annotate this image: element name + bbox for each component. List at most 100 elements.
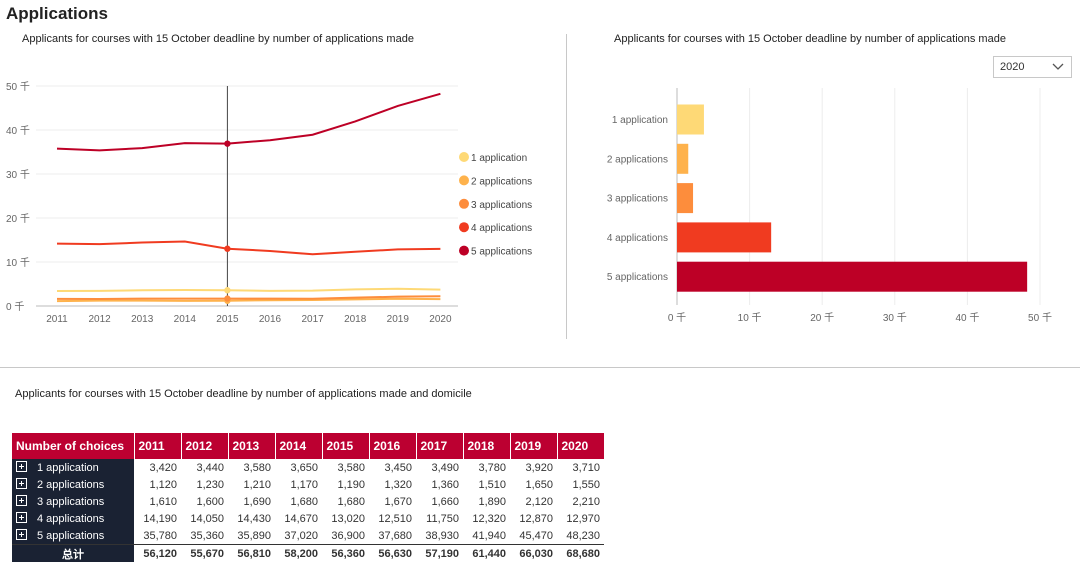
highlight-point[interactable] — [224, 245, 231, 252]
y-tick-label: 10 千 — [6, 257, 30, 269]
legend-swatch — [459, 175, 469, 186]
x-tick-label: 2013 — [131, 314, 154, 325]
year-dropdown[interactable]: 2020 — [993, 56, 1072, 78]
highlight-point[interactable] — [224, 140, 231, 147]
header-year[interactable]: 2020 — [557, 433, 605, 459]
legend-swatch — [459, 152, 469, 162]
total-row: 总计 56,120 55,670 56,810 58,200 56,360 56,630 57… — [12, 544, 604, 562]
legend-label: 2 applications — [471, 176, 532, 187]
y-tick-label: 20 千 — [6, 213, 30, 225]
x-tick-label: 2012 — [88, 314, 111, 325]
series-line[interactable] — [56, 92, 441, 152]
header-year[interactable]: 2017 — [416, 433, 464, 459]
row-label-text: 4 applications — [37, 513, 105, 525]
series-line[interactable] — [56, 240, 441, 256]
table-cell: 13,020 — [331, 512, 365, 525]
table-cell: 1,650 — [525, 478, 553, 491]
table-title: Applicants for courses with 15 October d… — [15, 388, 472, 400]
table-cell: 1,890 — [478, 495, 506, 508]
expand-icon[interactable] — [16, 512, 27, 523]
table-cell: 56,810 — [228, 544, 275, 562]
legend-label: 3 applications — [471, 200, 532, 211]
horizontal-divider — [0, 367, 1080, 368]
row-label[interactable]: 4 applications — [12, 510, 134, 527]
table-cell: 3,440 — [196, 461, 224, 474]
highlight-point[interactable] — [224, 287, 231, 294]
table-cell: 14,050 — [190, 512, 224, 525]
x-tick-label: 20 千 — [810, 312, 834, 324]
line-chart-title: Applicants for courses with 15 October d… — [22, 33, 414, 45]
legend-swatch — [459, 222, 469, 233]
x-tick-label: 40 千 — [955, 312, 979, 324]
highlight-point[interactable] — [224, 295, 231, 302]
y-tick-label: 50 千 — [6, 81, 30, 93]
table-row: 1 application 3,420 3,440 3,580 3,650 3,580 3,… — [12, 459, 604, 476]
table-cell: 12,320 — [472, 512, 506, 525]
bar[interactable] — [677, 183, 694, 214]
x-tick-label: 50 千 — [1028, 312, 1052, 324]
x-tick-label: 2017 — [301, 314, 324, 325]
y-category-label: 4 applications — [607, 233, 668, 244]
bar-chart[interactable]: 0 千 10 千 20 千 30 千 40 千 50 千 1 application 2 ap… — [0, 0, 1080, 340]
table-cell: 61,440 — [463, 544, 510, 562]
legend-swatch — [459, 198, 469, 209]
data-table: Number of choices 2011 2012 2013 2014 2015 201… — [12, 433, 605, 562]
table-cell: 1,510 — [478, 478, 506, 491]
x-tick-label: 30 千 — [883, 312, 907, 324]
row-label[interactable]: 2 applications — [12, 476, 134, 493]
header-year[interactable]: 2013 — [228, 433, 276, 459]
row-label[interactable]: 1 application — [12, 459, 134, 476]
expand-icon[interactable] — [16, 529, 27, 540]
table-cell: 2,210 — [572, 495, 600, 508]
legend-label: 5 applications — [471, 247, 532, 258]
header-year[interactable]: 2012 — [181, 433, 229, 459]
table-cell: 11,750 — [426, 512, 459, 525]
header-number-of-choices[interactable]: Number of choices — [12, 433, 135, 459]
header-year[interactable]: 2011 — [134, 433, 182, 459]
series-line[interactable] — [56, 287, 441, 292]
table-cell: 12,970 — [566, 512, 600, 525]
expand-icon[interactable] — [16, 461, 27, 472]
legend-swatch — [459, 245, 469, 256]
line-chart[interactable]: 0 千 10 千 20 千 30 千 40 千 50 千 2011 2012 2013 2014 2… — [0, 0, 560, 340]
expand-icon[interactable] — [16, 478, 27, 489]
table-cell: 56,360 — [322, 544, 369, 562]
expand-icon[interactable] — [16, 495, 27, 506]
x-tick-label: 2020 — [429, 314, 452, 325]
table-cell: 3,580 — [337, 461, 365, 474]
table-cell: 3,650 — [290, 461, 318, 474]
vertical-divider — [566, 34, 567, 339]
table-cell: 14,190 — [143, 512, 177, 525]
series-line[interactable] — [56, 297, 441, 303]
bar[interactable] — [677, 143, 689, 174]
table-cell: 1,690 — [243, 495, 271, 508]
header-year[interactable]: 2014 — [275, 433, 323, 459]
table-cell: 56,120 — [134, 544, 181, 562]
y-tick-label: 0 千 — [6, 301, 24, 313]
table-cell: 1,680 — [290, 495, 318, 508]
legend-label: 1 application — [471, 153, 527, 164]
table-cell: 14,670 — [284, 512, 318, 525]
bar[interactable] — [677, 222, 772, 253]
table-cell: 37,680 — [378, 529, 412, 542]
bar[interactable] — [677, 104, 704, 135]
header-year[interactable]: 2016 — [369, 433, 417, 459]
table-cell: 68,680 — [557, 544, 604, 562]
row-label[interactable]: 3 applications — [12, 493, 134, 510]
header-year[interactable]: 2019 — [510, 433, 558, 459]
header-year[interactable]: 2015 — [322, 433, 370, 459]
table-cell: 3,920 — [525, 461, 553, 474]
header-year[interactable]: 2018 — [463, 433, 511, 459]
x-tick-label: 10 千 — [738, 312, 762, 324]
bar[interactable] — [677, 261, 1028, 292]
series-line[interactable] — [56, 295, 441, 300]
table-row: 5 applications 35,780 35,360 35,890 37,020 36… — [12, 527, 604, 545]
row-label[interactable]: 5 applications — [12, 527, 134, 545]
table-row: 3 applications 1,610 1,600 1,690 1,680 1,680 1… — [12, 493, 604, 510]
table-cell: 1,550 — [572, 478, 600, 491]
table-cell: 35,780 — [143, 529, 177, 542]
page-title: Applications — [6, 4, 109, 23]
table-cell: 12,510 — [378, 512, 412, 525]
table-cell: 38,930 — [425, 529, 459, 542]
table-cell: 1,680 — [337, 495, 365, 508]
